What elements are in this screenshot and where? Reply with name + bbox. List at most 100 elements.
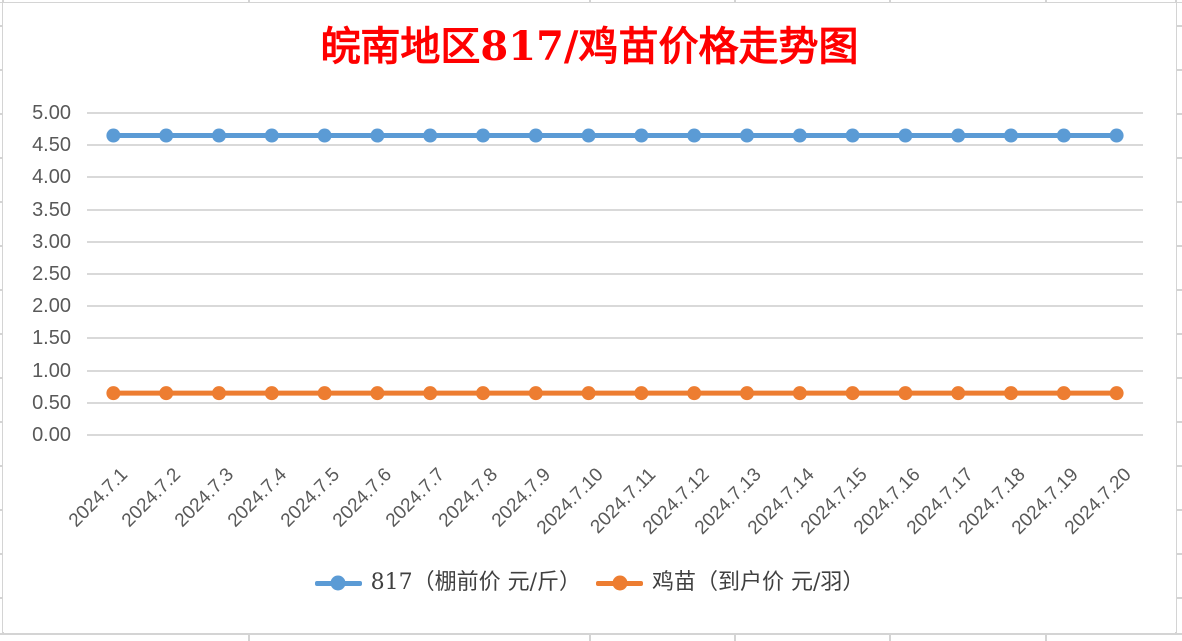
data-point — [476, 386, 490, 401]
gridline — [87, 240, 1143, 243]
y-axis-label: 1.50 — [32, 327, 71, 350]
data-point — [264, 128, 279, 143]
spreadsheet-gridline — [1176, 25, 1182, 27]
gridline — [87, 112, 1143, 114]
spreadsheet-gridline — [1045, 634, 1047, 641]
spreadsheet-gridline — [0, 421, 2, 423]
spreadsheet-gridline — [0, 509, 2, 511]
data-point — [581, 386, 596, 401]
y-axis-label: 4.00 — [32, 166, 71, 189]
data-point — [423, 386, 438, 401]
data-point — [581, 128, 596, 143]
gridline — [87, 144, 1143, 147]
spreadsheet-gridline — [1176, 113, 1182, 115]
data-point — [528, 128, 543, 143]
gridline — [87, 401, 1143, 404]
spreadsheet-gridline — [1176, 597, 1182, 599]
spreadsheet-gridline — [1176, 245, 1182, 247]
data-point — [898, 128, 913, 143]
spreadsheet-gridline — [0, 157, 2, 159]
data-point — [106, 386, 121, 401]
series-jimiao-dot-icon — [612, 575, 627, 591]
y-axis-label: 0.00 — [32, 424, 71, 446]
y-axis-label: 2.50 — [32, 263, 71, 285]
price-trend-chart[interactable]: 皖南地区817/鸡苗价格走势图 5.00 4.50 4.00 3.50 3.00 2.50… — [3, 3, 1176, 632]
data-point — [634, 386, 649, 401]
data-point — [845, 128, 860, 143]
spreadsheet-gridline — [1176, 157, 1182, 159]
data-point — [1056, 386, 1071, 401]
data-point — [1004, 386, 1018, 401]
spreadsheet-gridline — [0, 25, 2, 27]
spreadsheet-gridline — [1176, 509, 1182, 511]
series-817-marker-icon — [314, 575, 362, 591]
spreadsheet-gridline — [1176, 465, 1182, 467]
data-point — [317, 386, 332, 401]
data-point — [898, 386, 913, 401]
spreadsheet-gridline — [889, 634, 891, 641]
spreadsheet-gridline — [734, 634, 736, 641]
gridline — [87, 176, 1143, 179]
data-point — [634, 128, 649, 143]
gridline — [87, 369, 1143, 372]
data-point — [159, 128, 174, 143]
legend-label-817: 817（棚前价 元/斤） — [370, 570, 581, 595]
gridline — [87, 273, 1143, 275]
gridline — [87, 337, 1143, 340]
data-point — [370, 386, 385, 401]
y-axis-label: 5.00 — [32, 102, 71, 124]
y-axis-label: 3.50 — [32, 198, 71, 221]
data-point — [1109, 386, 1124, 401]
data-point — [1109, 128, 1124, 143]
y-axis-label: 1.00 — [32, 359, 71, 382]
spreadsheet-gridline — [1045, 0, 1047, 2]
data-point — [687, 128, 702, 143]
data-point — [740, 128, 754, 143]
spreadsheet-gridline — [589, 634, 591, 641]
spreadsheet-gridline — [1176, 333, 1182, 335]
y-axis-label: 2.00 — [32, 295, 71, 318]
gridline — [87, 208, 1143, 211]
spreadsheet-gridline — [0, 201, 2, 203]
spreadsheet-gridline — [1176, 553, 1182, 555]
spreadsheet-gridline — [0, 1, 1182, 3]
data-point — [1004, 128, 1018, 143]
data-point — [264, 386, 279, 401]
data-point — [370, 128, 385, 143]
spreadsheet-gridline — [0, 333, 2, 335]
data-point — [845, 386, 860, 401]
spreadsheet-gridline — [1176, 289, 1182, 291]
gridline — [87, 305, 1143, 308]
spreadsheet-gridline — [248, 634, 250, 641]
spreadsheet-gridline — [0, 632, 1182, 635]
data-point — [106, 128, 121, 143]
spreadsheet-gridline — [0, 377, 2, 379]
spreadsheet-gridline — [734, 0, 736, 2]
spreadsheet-gridline — [0, 465, 2, 467]
spreadsheet-gridline — [2, 0, 4, 634]
spreadsheet-gridline — [1176, 377, 1182, 379]
series-jimiao-marker-icon — [596, 575, 643, 591]
y-axis-label: 4.50 — [32, 134, 71, 157]
spreadsheet-gridline — [0, 597, 2, 599]
y-axis-label: 0.50 — [32, 391, 71, 414]
y-axis-label: 3.00 — [32, 230, 71, 253]
data-point — [476, 128, 490, 143]
series-817-dot-icon — [330, 575, 346, 591]
data-point — [317, 128, 332, 143]
data-point — [951, 128, 966, 143]
spreadsheet-gridline — [589, 0, 591, 2]
spreadsheet-gridline — [248, 0, 250, 2]
data-point — [951, 386, 966, 401]
spreadsheet-gridline — [0, 553, 2, 555]
data-point — [423, 128, 438, 143]
legend-label-jimiao: 鸡苗（到户价 元/羽） — [652, 570, 865, 595]
legend-item-817[interactable]: 817（棚前价 元/斤） — [314, 570, 581, 596]
spreadsheet-gridline — [0, 69, 2, 71]
spreadsheet-gridline — [1176, 69, 1182, 71]
data-point — [792, 386, 807, 401]
data-point — [1056, 128, 1071, 143]
legend-item-jimiao[interactable]: 鸡苗（到户价 元/羽） — [596, 570, 864, 596]
data-point — [740, 386, 754, 401]
